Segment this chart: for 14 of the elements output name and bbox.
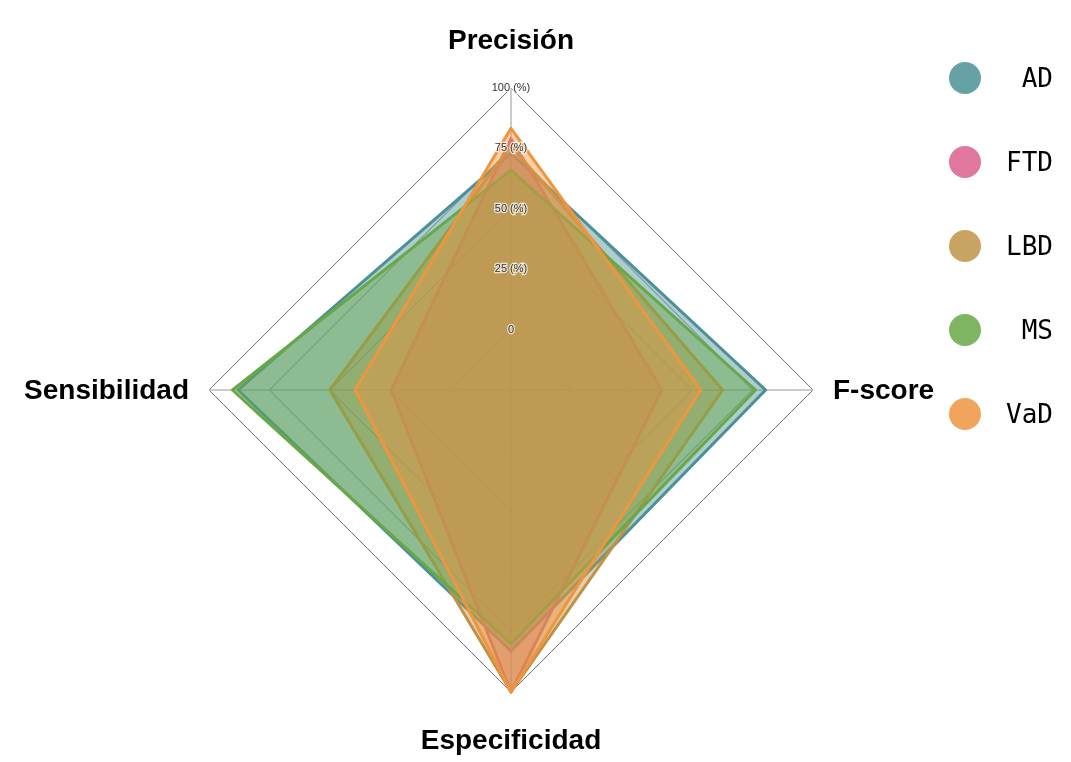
legend-label: AD (1021, 63, 1053, 93)
y-tick-label: 100 (%) (491, 81, 531, 93)
y-tick-label: 0 (507, 322, 515, 335)
spoke-label: F-score (833, 374, 935, 405)
spoke-label: Sensibilidad (24, 374, 189, 405)
spoke-label: Precisión (447, 24, 575, 55)
legend-label: FTD (1006, 147, 1053, 177)
legend-label: LBD (1006, 231, 1053, 261)
legend-label: VaD (1006, 399, 1053, 429)
y-tick-label: 25 (%) (494, 262, 528, 275)
spoke-label: Especificidad (420, 724, 602, 755)
y-tick-label: 75 (%) (494, 141, 528, 154)
legend-label: MS (1021, 315, 1053, 345)
y-tick-label: 50 (%) (494, 201, 528, 214)
